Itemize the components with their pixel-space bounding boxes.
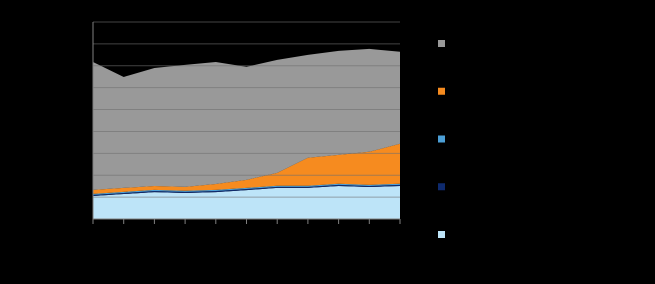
legend-swatch — [438, 183, 445, 191]
area — [93, 183, 400, 195]
area — [93, 48, 400, 190]
legend-swatch — [438, 87, 445, 95]
area — [93, 185, 400, 219]
legend-swatch — [438, 135, 445, 143]
legend-swatch — [438, 231, 445, 238]
area — [93, 184, 400, 197]
legend-swatch — [438, 40, 445, 47]
area — [93, 143, 400, 194]
